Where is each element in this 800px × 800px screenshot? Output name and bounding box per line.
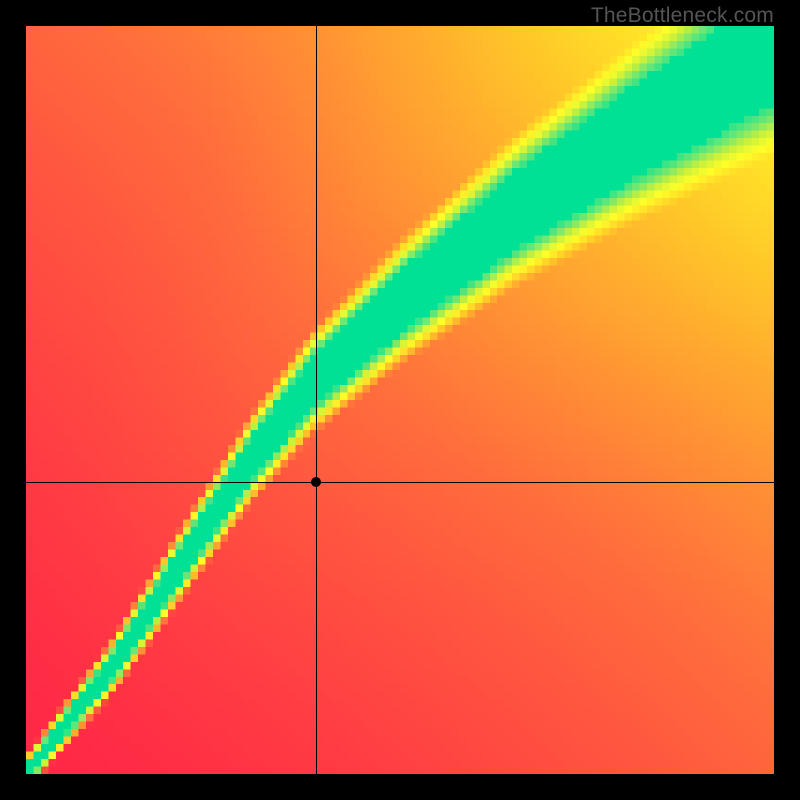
- data-point-marker: [311, 477, 321, 487]
- crosshair-horizontal: [26, 482, 774, 483]
- heatmap-plot: [26, 26, 774, 774]
- crosshair-vertical: [316, 26, 317, 774]
- heatmap-canvas: [26, 26, 774, 774]
- watermark-text: TheBottleneck.com: [591, 4, 774, 28]
